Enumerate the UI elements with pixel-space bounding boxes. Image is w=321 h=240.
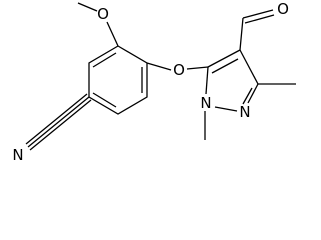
- structure: O O O N N N: [12, 0, 296, 164]
- atom-label: O: [173, 61, 185, 79]
- atom-label: N: [200, 94, 211, 112]
- atom-label: N: [12, 146, 23, 164]
- bonds: [25, 2, 296, 151]
- atom-label: N: [239, 103, 250, 121]
- atom-label: O: [97, 5, 109, 23]
- atom-label: O: [277, 0, 289, 18]
